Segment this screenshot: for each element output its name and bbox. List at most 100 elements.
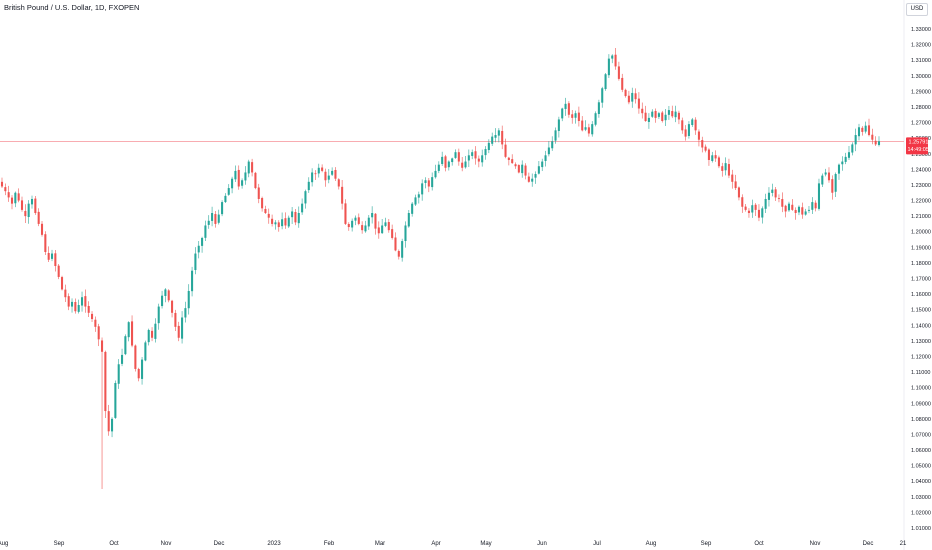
candle-up[interactable] <box>711 155 714 161</box>
candle-down[interactable] <box>617 66 620 79</box>
candle-up[interactable] <box>574 113 577 118</box>
candle-up[interactable] <box>547 147 550 155</box>
candle-down[interactable] <box>374 213 377 229</box>
candle-up[interactable] <box>817 183 821 209</box>
candle-up[interactable] <box>381 225 384 234</box>
candle-down[interactable] <box>781 199 784 207</box>
candle-down[interactable] <box>801 207 804 215</box>
candle-down[interactable] <box>314 173 317 175</box>
candle-down[interactable] <box>24 210 27 217</box>
candle-down[interactable] <box>134 345 137 369</box>
candle-down[interactable] <box>507 157 510 160</box>
candle-up[interactable] <box>124 336 127 355</box>
candle-down[interactable] <box>104 351 107 412</box>
candle-up[interactable] <box>201 237 204 246</box>
candle-up[interactable] <box>821 175 824 185</box>
candle-down[interactable] <box>284 218 287 226</box>
candle-up[interactable] <box>657 113 660 117</box>
candle-down[interactable] <box>44 234 47 252</box>
candle-up[interactable] <box>351 220 354 228</box>
candle-up[interactable] <box>327 175 330 180</box>
candle-down[interactable] <box>514 164 517 167</box>
candle-up[interactable] <box>227 188 230 195</box>
currency-button[interactable]: USD <box>906 3 928 16</box>
candle-down[interactable] <box>321 167 324 171</box>
candle-up[interactable] <box>224 195 227 203</box>
candle-down[interactable] <box>64 289 67 298</box>
candle-up[interactable] <box>191 270 194 292</box>
candle-down[interactable] <box>747 210 750 214</box>
candle-up[interactable] <box>631 92 634 102</box>
candle-up[interactable] <box>154 323 157 339</box>
candle-up[interactable] <box>281 219 284 227</box>
candle-up[interactable] <box>454 152 457 158</box>
candle-down[interactable] <box>627 95 630 103</box>
candle-up[interactable] <box>854 135 857 145</box>
candle-down[interactable] <box>754 204 757 210</box>
candle-down[interactable] <box>511 159 514 164</box>
candle-down[interactable] <box>794 209 797 214</box>
candle-down[interactable] <box>701 140 704 148</box>
candle-down[interactable] <box>461 162 464 168</box>
candle-up[interactable] <box>127 322 130 338</box>
candle-down[interactable] <box>344 203 347 224</box>
candle-up[interactable] <box>354 217 357 221</box>
candle-up[interactable] <box>767 192 770 200</box>
candle-up[interactable] <box>401 241 404 258</box>
candle-up[interactable] <box>221 202 224 215</box>
candle-down[interactable] <box>347 224 350 228</box>
candle-down[interactable] <box>731 174 734 182</box>
candle-down[interactable] <box>504 144 507 157</box>
candle-up[interactable] <box>287 217 290 227</box>
candle-up[interactable] <box>304 191 307 204</box>
candle-down[interactable] <box>641 108 644 114</box>
candle-down[interactable] <box>717 157 720 167</box>
candle-down[interactable] <box>477 158 480 162</box>
candle-up[interactable] <box>161 295 164 307</box>
candle-up[interactable] <box>484 149 487 156</box>
candle-down[interactable] <box>721 166 724 171</box>
candle-down[interactable] <box>107 411 110 432</box>
candle-down[interactable] <box>294 211 297 223</box>
candle-down[interactable] <box>17 193 20 201</box>
candle-up[interactable] <box>804 211 807 215</box>
candle-down[interactable] <box>684 129 687 137</box>
symbol-title[interactable]: British Pound / U.S. Dollar, 1D, FXOPEN <box>4 3 140 12</box>
candle-down[interactable] <box>707 149 710 160</box>
candle-down[interactable] <box>861 127 864 132</box>
candle-down[interactable] <box>741 197 744 207</box>
candle-down[interactable] <box>727 164 730 176</box>
candle-up[interactable] <box>464 161 467 168</box>
candle-up[interactable] <box>541 161 544 168</box>
candle-up[interactable] <box>70 301 74 307</box>
candle-down[interactable] <box>867 125 871 136</box>
candle-down[interactable] <box>734 181 737 189</box>
candle-down[interactable] <box>714 155 717 159</box>
candle-up[interactable] <box>414 197 417 205</box>
candle-down[interactable] <box>84 296 87 307</box>
candle-up[interactable] <box>811 202 814 210</box>
candle-down[interactable] <box>827 172 831 181</box>
candle-down[interactable] <box>791 204 794 210</box>
candle-up[interactable] <box>561 108 564 119</box>
candle-up[interactable] <box>841 161 844 165</box>
candle-up[interactable] <box>301 203 304 213</box>
candle-down[interactable] <box>334 169 337 179</box>
candle-up[interactable] <box>30 198 34 205</box>
candle-down[interactable] <box>444 156 447 168</box>
candle-up[interactable] <box>241 180 244 186</box>
candle-up[interactable] <box>554 130 557 141</box>
candle-up[interactable] <box>234 170 237 180</box>
candle-up[interactable] <box>531 178 534 182</box>
candle-up[interactable] <box>607 58 610 76</box>
candle-up[interactable] <box>217 214 220 223</box>
candle-down[interactable] <box>634 93 637 100</box>
candle-up[interactable] <box>691 119 694 126</box>
candle-up[interactable] <box>824 172 827 175</box>
candle-up[interactable] <box>274 222 277 225</box>
candle-up[interactable] <box>297 213 300 224</box>
candle-up[interactable] <box>487 142 490 151</box>
candle-down[interactable] <box>97 326 100 340</box>
candle-up[interactable] <box>537 166 540 174</box>
